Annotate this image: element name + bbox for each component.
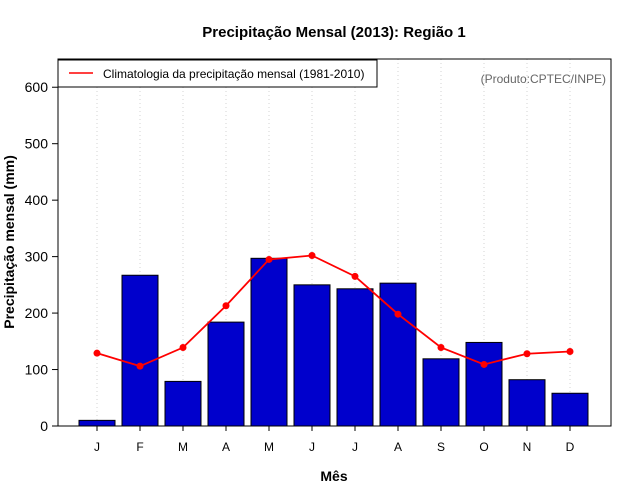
x-tick-label: M [264, 440, 274, 454]
x-tick-label: S [437, 440, 445, 454]
x-tick-label: J [94, 440, 100, 454]
y-tick-label: 600 [25, 79, 49, 95]
bar-12 [551, 392, 589, 427]
climatology-point-6 [308, 251, 316, 259]
x-axis-title: Mês [320, 468, 347, 484]
x-tick-label: F [136, 440, 143, 454]
bar-8 [379, 282, 417, 427]
climatology-point-11 [523, 350, 531, 358]
climatology-line-series [93, 251, 574, 370]
y-tick-label: 500 [25, 136, 49, 152]
climatology-point-1 [93, 349, 101, 357]
y-axis: 0 100 200 300 400 500 600 [25, 79, 58, 434]
bar-1 [78, 419, 116, 427]
climatology-point-9 [437, 344, 445, 352]
bar-3 [164, 380, 202, 427]
x-tick-label: D [566, 440, 575, 454]
legend-label: Climatologia da precipitação mensal (198… [103, 67, 364, 81]
climatology-point-4 [222, 302, 230, 310]
y-tick-label: 300 [25, 249, 49, 265]
climatology-point-3 [179, 344, 187, 352]
climatology-point-10 [480, 360, 488, 368]
bar-10 [465, 341, 503, 427]
bar-5 [250, 257, 288, 427]
climatology-point-12 [566, 347, 574, 355]
y-tick-label: 0 [40, 418, 48, 434]
x-tick-label: J [309, 440, 315, 454]
bar-series [78, 257, 589, 427]
chart-title: Precipitação Mensal (2013): Região 1 [202, 24, 465, 41]
source-note: (Produto:CPTEC/INPE) [481, 72, 606, 86]
bar-9 [422, 358, 460, 427]
x-tick-label: O [479, 440, 488, 454]
y-tick-label: 200 [25, 305, 49, 321]
bar-2 [121, 274, 159, 427]
y-tick-label: 100 [25, 362, 49, 378]
bar-6 [293, 284, 331, 427]
bar-4 [207, 321, 245, 427]
climatology-point-7 [351, 272, 359, 280]
climatology-point-2 [136, 362, 144, 370]
climatology-line [96, 254, 571, 368]
bar-7 [336, 288, 374, 427]
climatology-point-5 [265, 255, 273, 263]
plot-area-frame [57, 58, 612, 427]
x-tick-label: M [178, 440, 188, 454]
x-tick-label: J [352, 440, 358, 454]
x-tick-label: A [222, 440, 230, 454]
x-tick-label: N [523, 440, 532, 454]
legend-box [57, 59, 378, 88]
bar-11 [508, 379, 546, 427]
x-tick-label: A [394, 440, 402, 454]
y-axis-title: Precipitação mensal (mm) [1, 155, 17, 329]
climatology-point-8 [394, 310, 402, 318]
legend: Climatologia da precipitação mensal (198… [57, 59, 378, 88]
y-tick-label: 400 [25, 192, 49, 208]
